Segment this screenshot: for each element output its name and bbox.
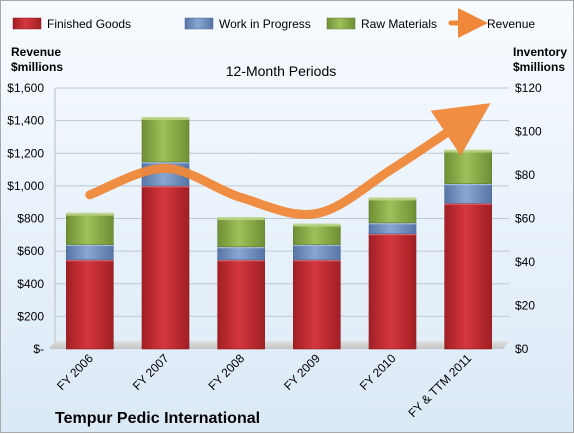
bar-top-raw-materials xyxy=(142,117,189,120)
bar-finished-goods xyxy=(142,186,189,349)
bar-raw-materials xyxy=(293,225,340,245)
right-tick-label: $60 xyxy=(515,212,535,226)
bar-top-raw-materials xyxy=(445,150,492,153)
legend-item-work-in-progress: Work in Progress xyxy=(185,17,311,31)
bar-work-in-progress xyxy=(445,184,492,204)
left-tick-label: $1,200 xyxy=(7,146,44,160)
x-tick-label: FY 2008 xyxy=(205,351,247,393)
legend-swatch-finished-goods xyxy=(13,18,41,29)
plot-floor xyxy=(49,341,509,349)
bars xyxy=(66,117,491,349)
x-tick-label: FY 2006 xyxy=(54,351,96,393)
bar-finished-goods xyxy=(293,260,340,349)
left-tick-label: $1,400 xyxy=(7,114,44,128)
x-tick-label: FY 2010 xyxy=(357,351,399,393)
left-tick-label: $200 xyxy=(17,309,44,323)
right-tick-label: $120 xyxy=(515,81,542,95)
legend: Finished Goods Work in Progress Raw Mate… xyxy=(13,17,535,31)
right-tick-label: $40 xyxy=(515,255,535,269)
bar-raw-materials xyxy=(445,151,492,184)
legend-swatch-work-in-progress xyxy=(185,18,213,29)
bar-finished-goods xyxy=(66,260,113,349)
bar-top-raw-materials xyxy=(218,217,265,220)
left-axis-title-line2: $millions xyxy=(11,60,63,74)
company-name: Tempur Pedic International xyxy=(55,410,260,427)
left-axis-title-line1: Revenue xyxy=(11,45,61,59)
x-tick-label: FY 2009 xyxy=(281,351,323,393)
right-axis-ticks: $0 $20 $40 $60 $80 $100 $120 xyxy=(515,81,542,356)
x-tick-label: FY & TTM 2011 xyxy=(405,351,474,420)
legend-swatch-raw-materials xyxy=(327,18,355,29)
bar-raw-materials xyxy=(66,214,113,244)
bar-work-in-progress xyxy=(218,247,265,260)
bar-finished-goods xyxy=(369,234,416,349)
left-tick-label: $- xyxy=(33,342,44,356)
right-tick-label: $0 xyxy=(515,342,529,356)
legend-item-revenue: Revenue xyxy=(451,17,535,31)
bar-finished-goods xyxy=(218,260,265,349)
legend-label-raw-materials: Raw Materials xyxy=(361,17,437,31)
bar-raw-materials xyxy=(369,199,416,223)
legend-item-raw-materials: Raw Materials xyxy=(327,17,437,31)
chart-subtitle: 12-Month Periods xyxy=(226,63,337,79)
bar-top-raw-materials xyxy=(66,213,113,216)
gridlines xyxy=(55,88,509,316)
bar-finished-goods xyxy=(445,203,492,349)
bar-top-raw-materials xyxy=(293,224,340,227)
bar-work-in-progress xyxy=(369,223,416,234)
right-tick-label: $80 xyxy=(515,168,535,182)
left-tick-label: $600 xyxy=(17,244,44,258)
bar-top-raw-materials xyxy=(369,197,416,200)
left-tick-label: $1,600 xyxy=(7,81,44,95)
left-tick-label: $400 xyxy=(17,277,44,291)
legend-label-revenue: Revenue xyxy=(487,17,535,31)
left-tick-label: $1,000 xyxy=(7,179,44,193)
left-tick-label: $800 xyxy=(17,212,44,226)
right-axis-title-line1: Inventory xyxy=(513,45,567,59)
right-tick-label: $100 xyxy=(515,125,542,139)
right-tick-label: $20 xyxy=(515,299,535,313)
right-axis-title-line2: $millions xyxy=(513,60,565,74)
x-tick-label: FY 2007 xyxy=(130,351,172,393)
left-axis-ticks: $- $200 $400 $600 $800 $1,000 $1,200 $1,400 $1,6… xyxy=(7,81,44,356)
legend-item-finished-goods: Finished Goods xyxy=(13,17,131,31)
bar-work-in-progress xyxy=(66,245,113,260)
legend-label-finished-goods: Finished Goods xyxy=(47,17,131,31)
legend-label-work-in-progress: Work in Progress xyxy=(219,17,311,31)
bar-raw-materials xyxy=(142,118,189,162)
bar-raw-materials xyxy=(218,219,265,247)
bar-work-in-progress xyxy=(293,245,340,260)
